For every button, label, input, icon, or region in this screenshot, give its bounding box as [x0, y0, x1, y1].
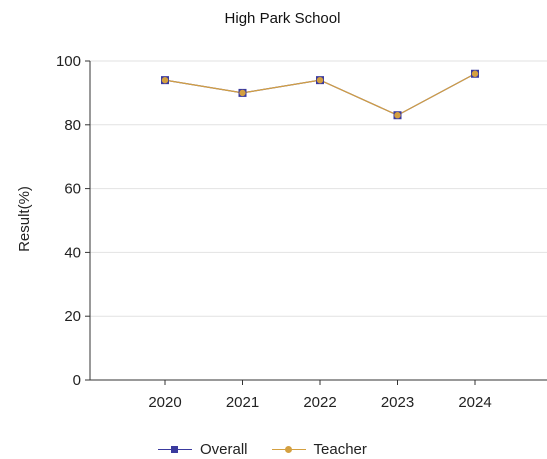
legend-label-overall: Overall: [200, 441, 248, 458]
data-point-teacher: [239, 89, 246, 97]
y-tick-label: 40: [64, 244, 81, 261]
x-tick-label: 2020: [148, 394, 181, 411]
chart-title: High Park School: [224, 10, 341, 27]
legend: Overall Teacher: [158, 441, 367, 458]
data-point-teacher: [316, 76, 324, 84]
y-axis-title: Result(%): [16, 186, 33, 252]
data-points: [161, 69, 479, 120]
y-tick-label: 0: [73, 372, 81, 389]
y-tick-label: 60: [64, 181, 81, 198]
tick-labels: 0 20 40 60 80 100 2020 2021 2022 2023 2024: [56, 53, 492, 411]
y-tick-label: 80: [64, 117, 81, 134]
teacher-circle-marker-icon: [271, 443, 306, 457]
legend-item-overall[interactable]: Overall: [158, 441, 248, 458]
x-tick-label: 2024: [458, 394, 491, 411]
x-tick-label: 2023: [381, 394, 414, 411]
y-tick-label: 20: [64, 308, 81, 325]
axes: [85, 60, 547, 385]
data-point-teacher: [471, 70, 479, 77]
legend-label-teacher: Teacher: [313, 441, 367, 458]
gridlines: [90, 60, 547, 317]
y-tick-label: 100: [56, 53, 81, 70]
legend-item-teacher[interactable]: Teacher: [271, 441, 367, 458]
data-point-teacher: [394, 112, 401, 119]
overall-square-marker-icon: [158, 443, 192, 457]
x-tick-label: 2021: [226, 394, 259, 411]
data-point-teacher: [161, 76, 169, 84]
x-tick-label: 2022: [303, 394, 336, 411]
